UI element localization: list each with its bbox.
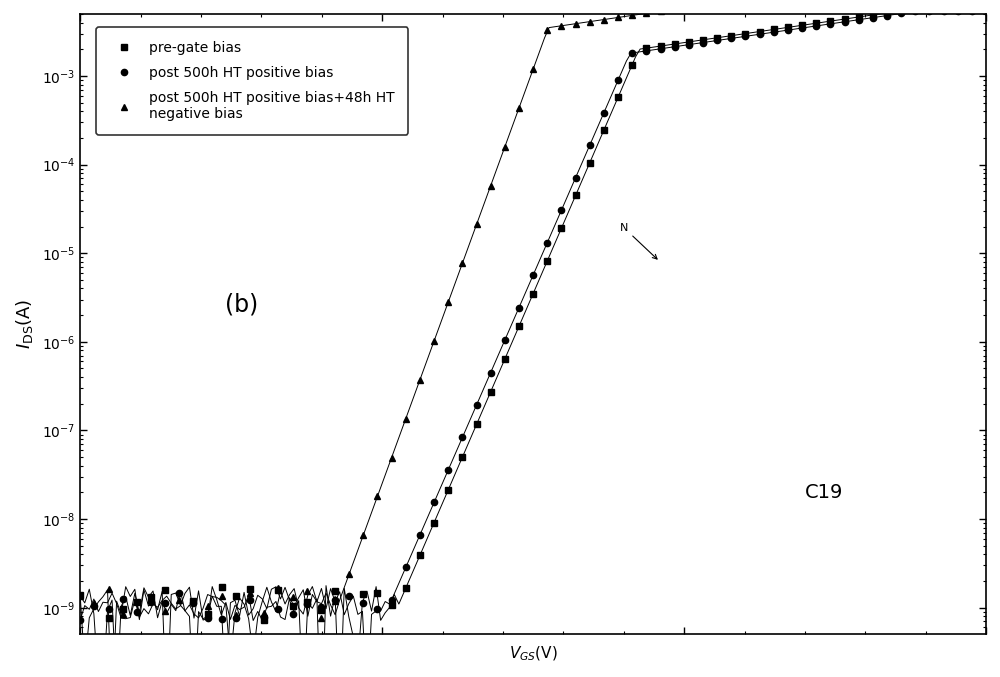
post 500h HT positive bias bbox=[541, 238, 553, 246]
Y-axis label: $\mathit{I}_{\mathrm{DS}}$(A): $\mathit{I}_{\mathrm{DS}}$(A) bbox=[14, 299, 35, 349]
pre-gate bias bbox=[555, 224, 567, 232]
post 500h HT positive bias+48h HT
negative bias bbox=[471, 221, 483, 229]
post 500h HT positive bias bbox=[287, 610, 299, 618]
pre-gate bias bbox=[357, 590, 369, 598]
pre-gate bias bbox=[867, 11, 879, 19]
pre-gate bias bbox=[287, 602, 299, 610]
post 500h HT positive bias bbox=[980, 7, 992, 15]
post 500h HT positive bias bbox=[853, 16, 865, 24]
Text: N: N bbox=[620, 223, 657, 259]
pre-gate bias bbox=[952, 3, 964, 11]
post 500h HT positive bias+48h HT
negative bias bbox=[555, 22, 567, 30]
pre-gate bias bbox=[471, 420, 483, 429]
Line: post 500h HT positive bias+48h HT
negative bias: post 500h HT positive bias+48h HT negati… bbox=[77, 0, 989, 677]
post 500h HT positive bias bbox=[456, 433, 468, 441]
pre-gate bias bbox=[923, 3, 935, 11]
post 500h HT positive bias+48h HT
negative bias bbox=[301, 587, 313, 595]
post 500h HT positive bias+48h HT
negative bias bbox=[74, 592, 86, 600]
pre-gate bias bbox=[980, 3, 992, 11]
Line: post 500h HT positive bias: post 500h HT positive bias bbox=[77, 8, 989, 624]
Text: C19: C19 bbox=[805, 483, 843, 502]
Text: (b): (b) bbox=[225, 292, 258, 317]
Line: pre-gate bias: pre-gate bias bbox=[77, 4, 989, 677]
post 500h HT positive bias bbox=[343, 592, 355, 600]
post 500h HT positive bias bbox=[74, 616, 86, 624]
post 500h HT positive bias bbox=[952, 7, 964, 15]
post 500h HT positive bias bbox=[923, 7, 935, 15]
Legend: pre-gate bias, post 500h HT positive bias, post 500h HT positive bias+48h HT
neg: pre-gate bias, post 500h HT positive bia… bbox=[96, 27, 408, 135]
X-axis label: $V_{GS}$(V): $V_{GS}$(V) bbox=[509, 645, 558, 663]
pre-gate bias bbox=[74, 592, 86, 600]
post 500h HT positive bias+48h HT
negative bias bbox=[357, 531, 369, 540]
